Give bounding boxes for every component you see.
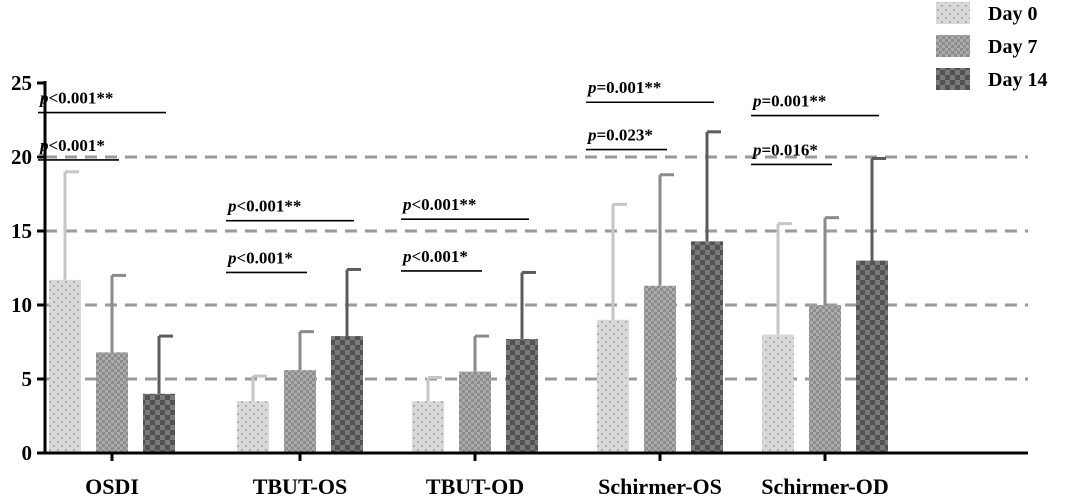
x-tick-label-schirmer-os: Schirmer-OS xyxy=(598,474,722,498)
bar-tbut-os-day-14 xyxy=(331,336,363,453)
p-value: =0.016* xyxy=(762,140,818,159)
bar-tbut-od-day-14 xyxy=(506,339,538,453)
bars xyxy=(49,130,888,453)
significance-label-0: p<0.001** xyxy=(38,89,113,108)
significance-label-2: p<0.001** xyxy=(226,197,301,216)
bar-schirmer-od-day-0 xyxy=(762,334,794,453)
p-value: =0.001** xyxy=(762,92,827,111)
x-tick-label-schirmer-od: Schirmer-OD xyxy=(761,474,888,498)
p-value: <0.001** xyxy=(237,197,302,216)
bar-schirmer-os-day-0 xyxy=(597,319,629,453)
bar-tbut-os-day-7 xyxy=(284,370,316,453)
y-tick-label-15: 15 xyxy=(11,219,32,243)
legend-label-day-0: Day 0 xyxy=(988,3,1037,25)
p-symbol: p xyxy=(401,247,412,266)
p-symbol: p xyxy=(226,248,237,267)
legend-swatch-day-7 xyxy=(936,35,970,57)
bar-osdi-day-0 xyxy=(49,279,81,453)
bar-osdi-day-7 xyxy=(96,352,128,453)
legend-label-day-7: Day 7 xyxy=(988,36,1037,58)
y-tick-label-25: 25 xyxy=(11,71,32,95)
bar-schirmer-os-day-14 xyxy=(691,241,723,453)
p-symbol: p xyxy=(401,195,412,214)
p-symbol: p xyxy=(751,92,762,111)
bar-tbut-od-day-0 xyxy=(412,401,444,453)
p-value: =0.023* xyxy=(597,126,653,145)
bar-osdi-day-14 xyxy=(143,393,175,453)
y-tick-label-20: 20 xyxy=(11,145,32,169)
significance-label-3: p<0.001* xyxy=(226,248,293,267)
y-tick-label-0: 0 xyxy=(22,441,33,465)
significance-label-6: p=0.001** xyxy=(586,78,661,97)
p-symbol: p xyxy=(38,89,49,108)
p-value: <0.001* xyxy=(49,136,105,155)
significance-label-9: p=0.016* xyxy=(751,140,818,159)
significance-label-7: p=0.023* xyxy=(586,126,653,145)
significance-label-1: p<0.001* xyxy=(38,136,105,155)
significance-label-8: p=0.001** xyxy=(751,92,826,111)
legend-label-day-14: Day 14 xyxy=(988,69,1047,91)
axes: 0 5 10 15 20 25 OSDI TBUT-OS TBUT-OD Schirmer-OS S… xyxy=(11,71,1028,498)
x-tick-label-tbut-os: TBUT-OS xyxy=(253,474,348,498)
p-symbol: p xyxy=(226,197,237,216)
bar-schirmer-os-day-7 xyxy=(644,285,676,453)
p-value: <0.001* xyxy=(412,247,468,266)
p-symbol: p xyxy=(38,136,49,155)
legend-swatch-day-14 xyxy=(936,68,970,90)
legend-swatch-day-0 xyxy=(936,2,970,24)
significance-label-5: p<0.001* xyxy=(401,247,468,266)
y-tick-label-5: 5 xyxy=(22,367,33,391)
bar-schirmer-od-day-14 xyxy=(856,260,888,453)
p-symbol: p xyxy=(586,126,597,145)
p-symbol: p xyxy=(751,140,762,159)
p-value: <0.001* xyxy=(237,248,293,267)
annotations: p<0.001**p<0.001*p<0.001**p<0.001*p<0.00… xyxy=(38,78,879,274)
y-tick-label-10: 10 xyxy=(11,293,32,317)
x-tick-label-tbut-od: TBUT-OD xyxy=(426,474,524,498)
p-value: <0.001** xyxy=(412,195,477,214)
significance-label-4: p<0.001** xyxy=(401,195,476,214)
p-value: =0.001** xyxy=(597,78,662,97)
legend: Day 0 Day 7 Day 14 xyxy=(936,2,1047,91)
x-tick-label-osdi: OSDI xyxy=(85,474,139,498)
p-symbol: p xyxy=(586,78,597,97)
bar-tbut-os-day-0 xyxy=(237,401,269,453)
bar-tbut-od-day-7 xyxy=(459,371,491,453)
bar-schirmer-od-day-7 xyxy=(809,305,841,453)
p-value: <0.001** xyxy=(49,89,114,108)
